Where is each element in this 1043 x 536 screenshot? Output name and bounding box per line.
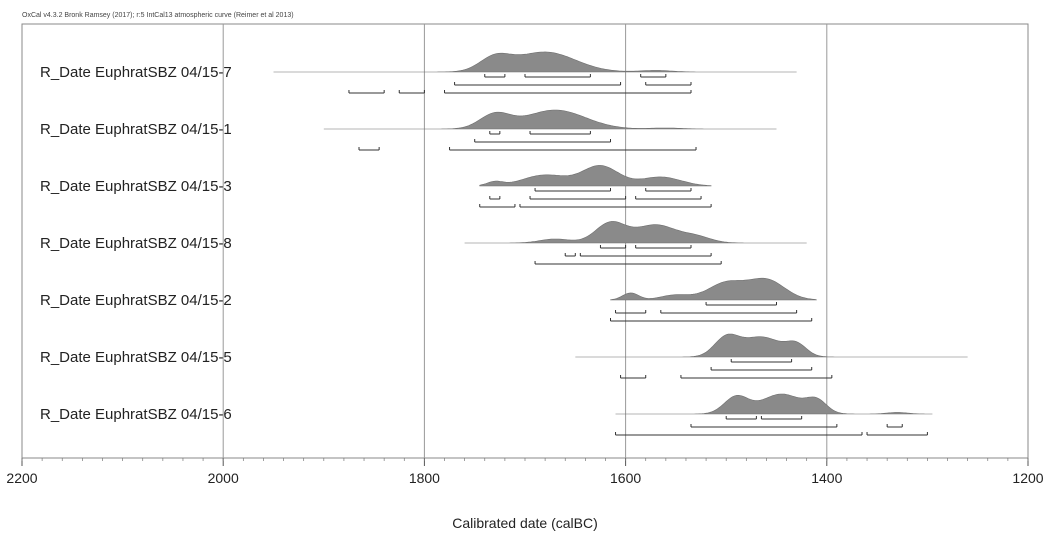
series-label: R_Date EuphratSBZ 04/15-5 xyxy=(40,349,232,366)
series-row: R_Date EuphratSBZ 04/15-1 xyxy=(40,109,777,151)
x-axis-title: Calibrated date (calBC) xyxy=(452,515,598,531)
x-tick-label: 1200 xyxy=(1012,470,1043,486)
probability-distribution xyxy=(615,393,933,415)
plot-frame xyxy=(21,23,1029,459)
x-axis: 2200 2000 1800 1600 1400 1200 xyxy=(6,458,1043,486)
probability-distribution xyxy=(575,333,968,358)
x-tick-label: 2200 xyxy=(6,470,37,486)
series-row: R_Date EuphratSBZ 04/15-7 xyxy=(40,51,797,94)
x-tick-label: 2000 xyxy=(208,470,239,486)
x-tick-label: 1400 xyxy=(811,470,842,486)
series-row: R_Date EuphratSBZ 04/15-6 xyxy=(40,393,933,436)
x-tick-label: 1600 xyxy=(610,470,641,486)
series-row: R_Date EuphratSBZ 04/15-3 xyxy=(40,165,712,208)
series-label: R_Date EuphratSBZ 04/15-6 xyxy=(40,406,232,423)
series-label: R_Date EuphratSBZ 04/15-2 xyxy=(40,292,232,309)
chart-header: OxCal v4.3.2 Bronk Ramsey (2017); r:5 In… xyxy=(22,12,294,19)
probability-distribution xyxy=(323,109,777,130)
series-label: R_Date EuphratSBZ 04/15-3 xyxy=(40,178,232,195)
series-row: R_Date EuphratSBZ 04/15-2 xyxy=(40,277,817,322)
probability-distribution xyxy=(464,221,807,244)
series-row: R_Date EuphratSBZ 04/15-8 xyxy=(40,221,807,265)
probability-distribution xyxy=(610,277,817,301)
probability-distribution xyxy=(479,165,712,187)
series-label: R_Date EuphratSBZ 04/15-7 xyxy=(40,64,232,81)
series-label: R_Date EuphratSBZ 04/15-8 xyxy=(40,235,232,252)
series-row: R_Date EuphratSBZ 04/15-5 xyxy=(40,333,968,379)
probability-distribution xyxy=(273,51,797,73)
x-tick-label: 1800 xyxy=(409,470,440,486)
series-layer: R_Date EuphratSBZ 04/15-7 R_Date EuphratS… xyxy=(40,51,968,436)
series-label: R_Date EuphratSBZ 04/15-1 xyxy=(40,121,232,138)
